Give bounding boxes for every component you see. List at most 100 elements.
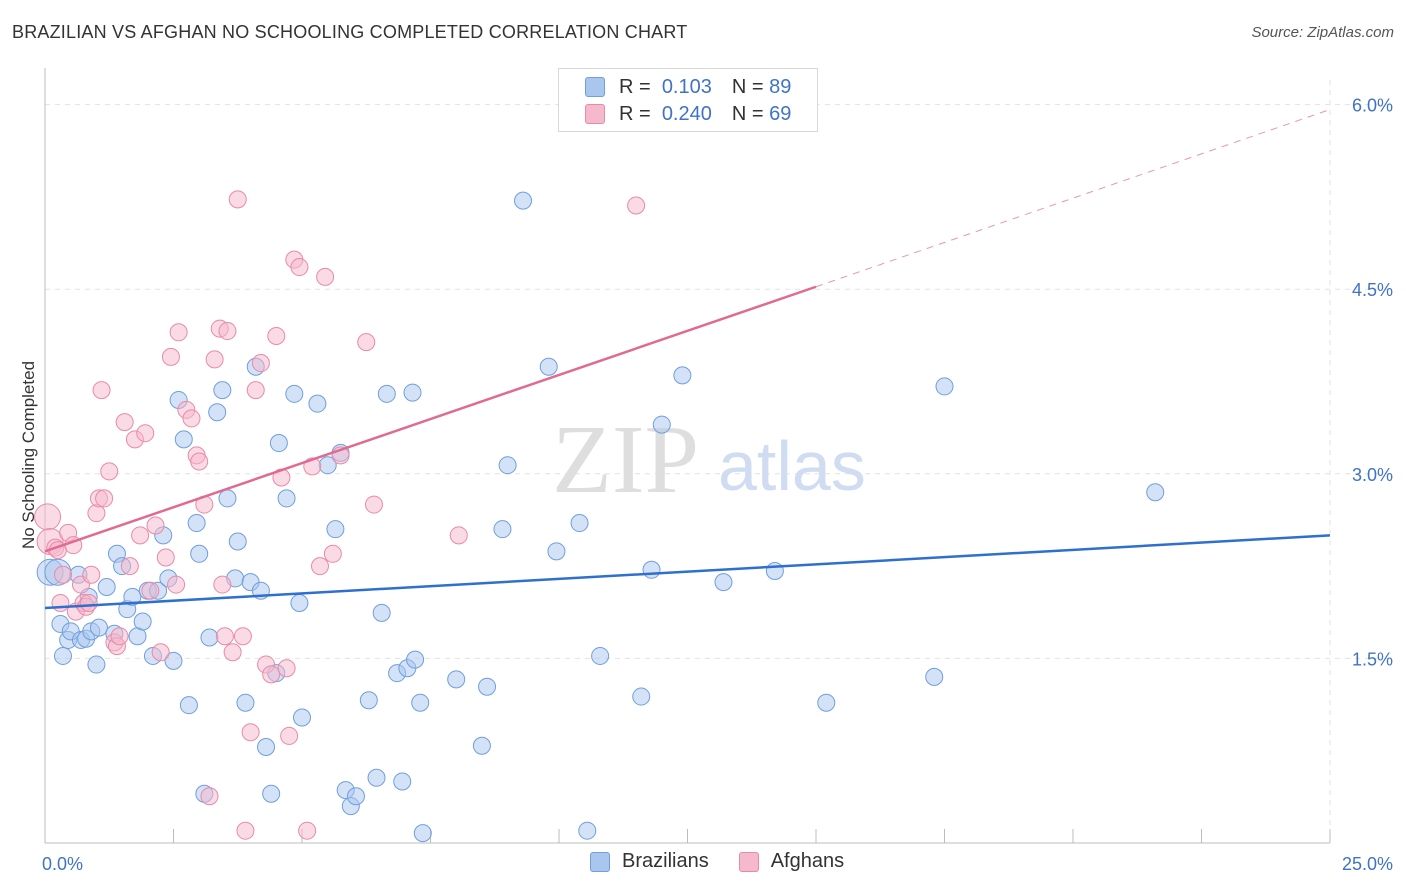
afghan-point [115,413,134,432]
brazilian-point [406,650,425,669]
legend-n-value: 69 [769,102,792,125]
legend-n-value: 89 [769,75,792,98]
y-tick-label: 3.0% [1352,465,1393,485]
afghan-point [277,659,296,678]
brazilian-point [632,687,651,706]
brazilian-point [578,821,597,840]
afghan-point [167,575,186,594]
brazilian-point [493,520,512,539]
brazilian-point [187,514,206,533]
afghan-point [53,565,72,584]
afghan-point [267,326,286,345]
brazilian-point [164,651,183,670]
legend-swatch-brazilians [590,851,610,872]
brazilian-point [218,489,237,508]
afghan-point [298,821,317,840]
afghan-point [169,323,188,342]
legend-label-afghans: Afghans [770,850,845,872]
brazilian-point [642,560,661,579]
series-legend: Brazilians Afghans [590,850,844,873]
brazilian-point [498,456,517,475]
afghan-point [280,726,299,745]
brazilian-point [652,415,671,434]
brazilian-point [53,646,72,665]
brazilian-point [123,587,142,606]
afghan-point [323,544,342,563]
brazilian-point [925,667,944,686]
brazilian-point [326,520,345,539]
x-tick-label: 0.0% [42,854,83,874]
brazilian-point [377,384,396,403]
brazilian-point [547,542,566,561]
legend-r-value: 0.103 [661,75,712,98]
chart-title: BRAZILIAN VS AFGHAN NO SCHOOLING COMPLET… [12,22,688,42]
brazilian-point [359,691,378,710]
brazilian-point [97,578,116,597]
brazilian-point [208,403,227,422]
afghan-point [228,190,247,209]
legend-row-afghans: R = 0.240 N = 69 [585,102,791,126]
brazilian-point [89,618,108,637]
afghan-point [246,381,265,400]
afghan-point [151,643,170,662]
brazilian-point [1146,483,1165,502]
brazilian-point [472,736,491,755]
afghan-point [95,489,114,508]
afghan-point [627,196,646,215]
legend-r-value: 0.240 [661,102,712,125]
legend-r-label: R = [619,102,651,125]
afghan-point [161,347,180,366]
afghan-point [241,723,260,742]
brazilian-point [179,696,198,715]
afghan-point [182,409,201,428]
brazilian-point [133,612,152,631]
tick-labels: 1.5% 3.0% 4.5% 6.0% 0.0% 25.0% [42,96,1393,874]
afghan-point [92,381,111,400]
afghan-point [120,557,139,576]
y-tick-label: 1.5% [1352,649,1393,669]
afghan-point [316,267,335,286]
afghan-point [364,495,383,514]
afghan-trend-line [44,285,817,553]
legend-swatch-afghans [738,851,759,872]
brazilian-point [539,357,558,376]
afghan-point [34,503,62,531]
afghan-point [233,627,252,646]
data-points [34,190,1165,843]
brazilian-point [277,489,296,508]
brazilian-point [570,514,589,533]
trend-lines [44,109,1331,610]
brazilian-point [213,381,232,400]
brazilian-point [190,544,209,563]
brazilian-point [765,562,784,581]
watermark: ZIP atlas [552,406,866,514]
legend-swatch-brazilians [585,77,605,97]
afghan-point [223,643,242,662]
x-tick-label: 25.0% [1342,854,1393,874]
afghan-point [82,565,101,584]
brazilian-point [447,670,466,689]
afghan-point [79,594,98,613]
brazilian-point [478,677,497,696]
brazilian-point [174,430,193,449]
y-tick-label: 4.5% [1352,280,1393,300]
legend-n-label: N = [731,75,764,98]
legend-n-label: N = [731,102,764,125]
brazilian-point [714,573,733,592]
legend-swatch-afghans [585,104,605,124]
brazilian-point [393,772,412,791]
brazilian-point [87,655,106,674]
brazilian-point [367,768,386,787]
brazilian-point [257,738,276,757]
brazilian-point [411,693,430,712]
brazilian-point [200,628,219,647]
afghan-point [131,526,150,545]
brazilian-point [228,532,247,551]
afghan-point [136,424,155,443]
brazilian-point [236,693,255,712]
afghan-point [200,787,219,806]
brazilian-point [308,394,327,413]
y-tick-label: 6.0% [1352,96,1393,116]
watermark-zip: ZIP [552,406,699,514]
brazilian-point [935,377,954,396]
